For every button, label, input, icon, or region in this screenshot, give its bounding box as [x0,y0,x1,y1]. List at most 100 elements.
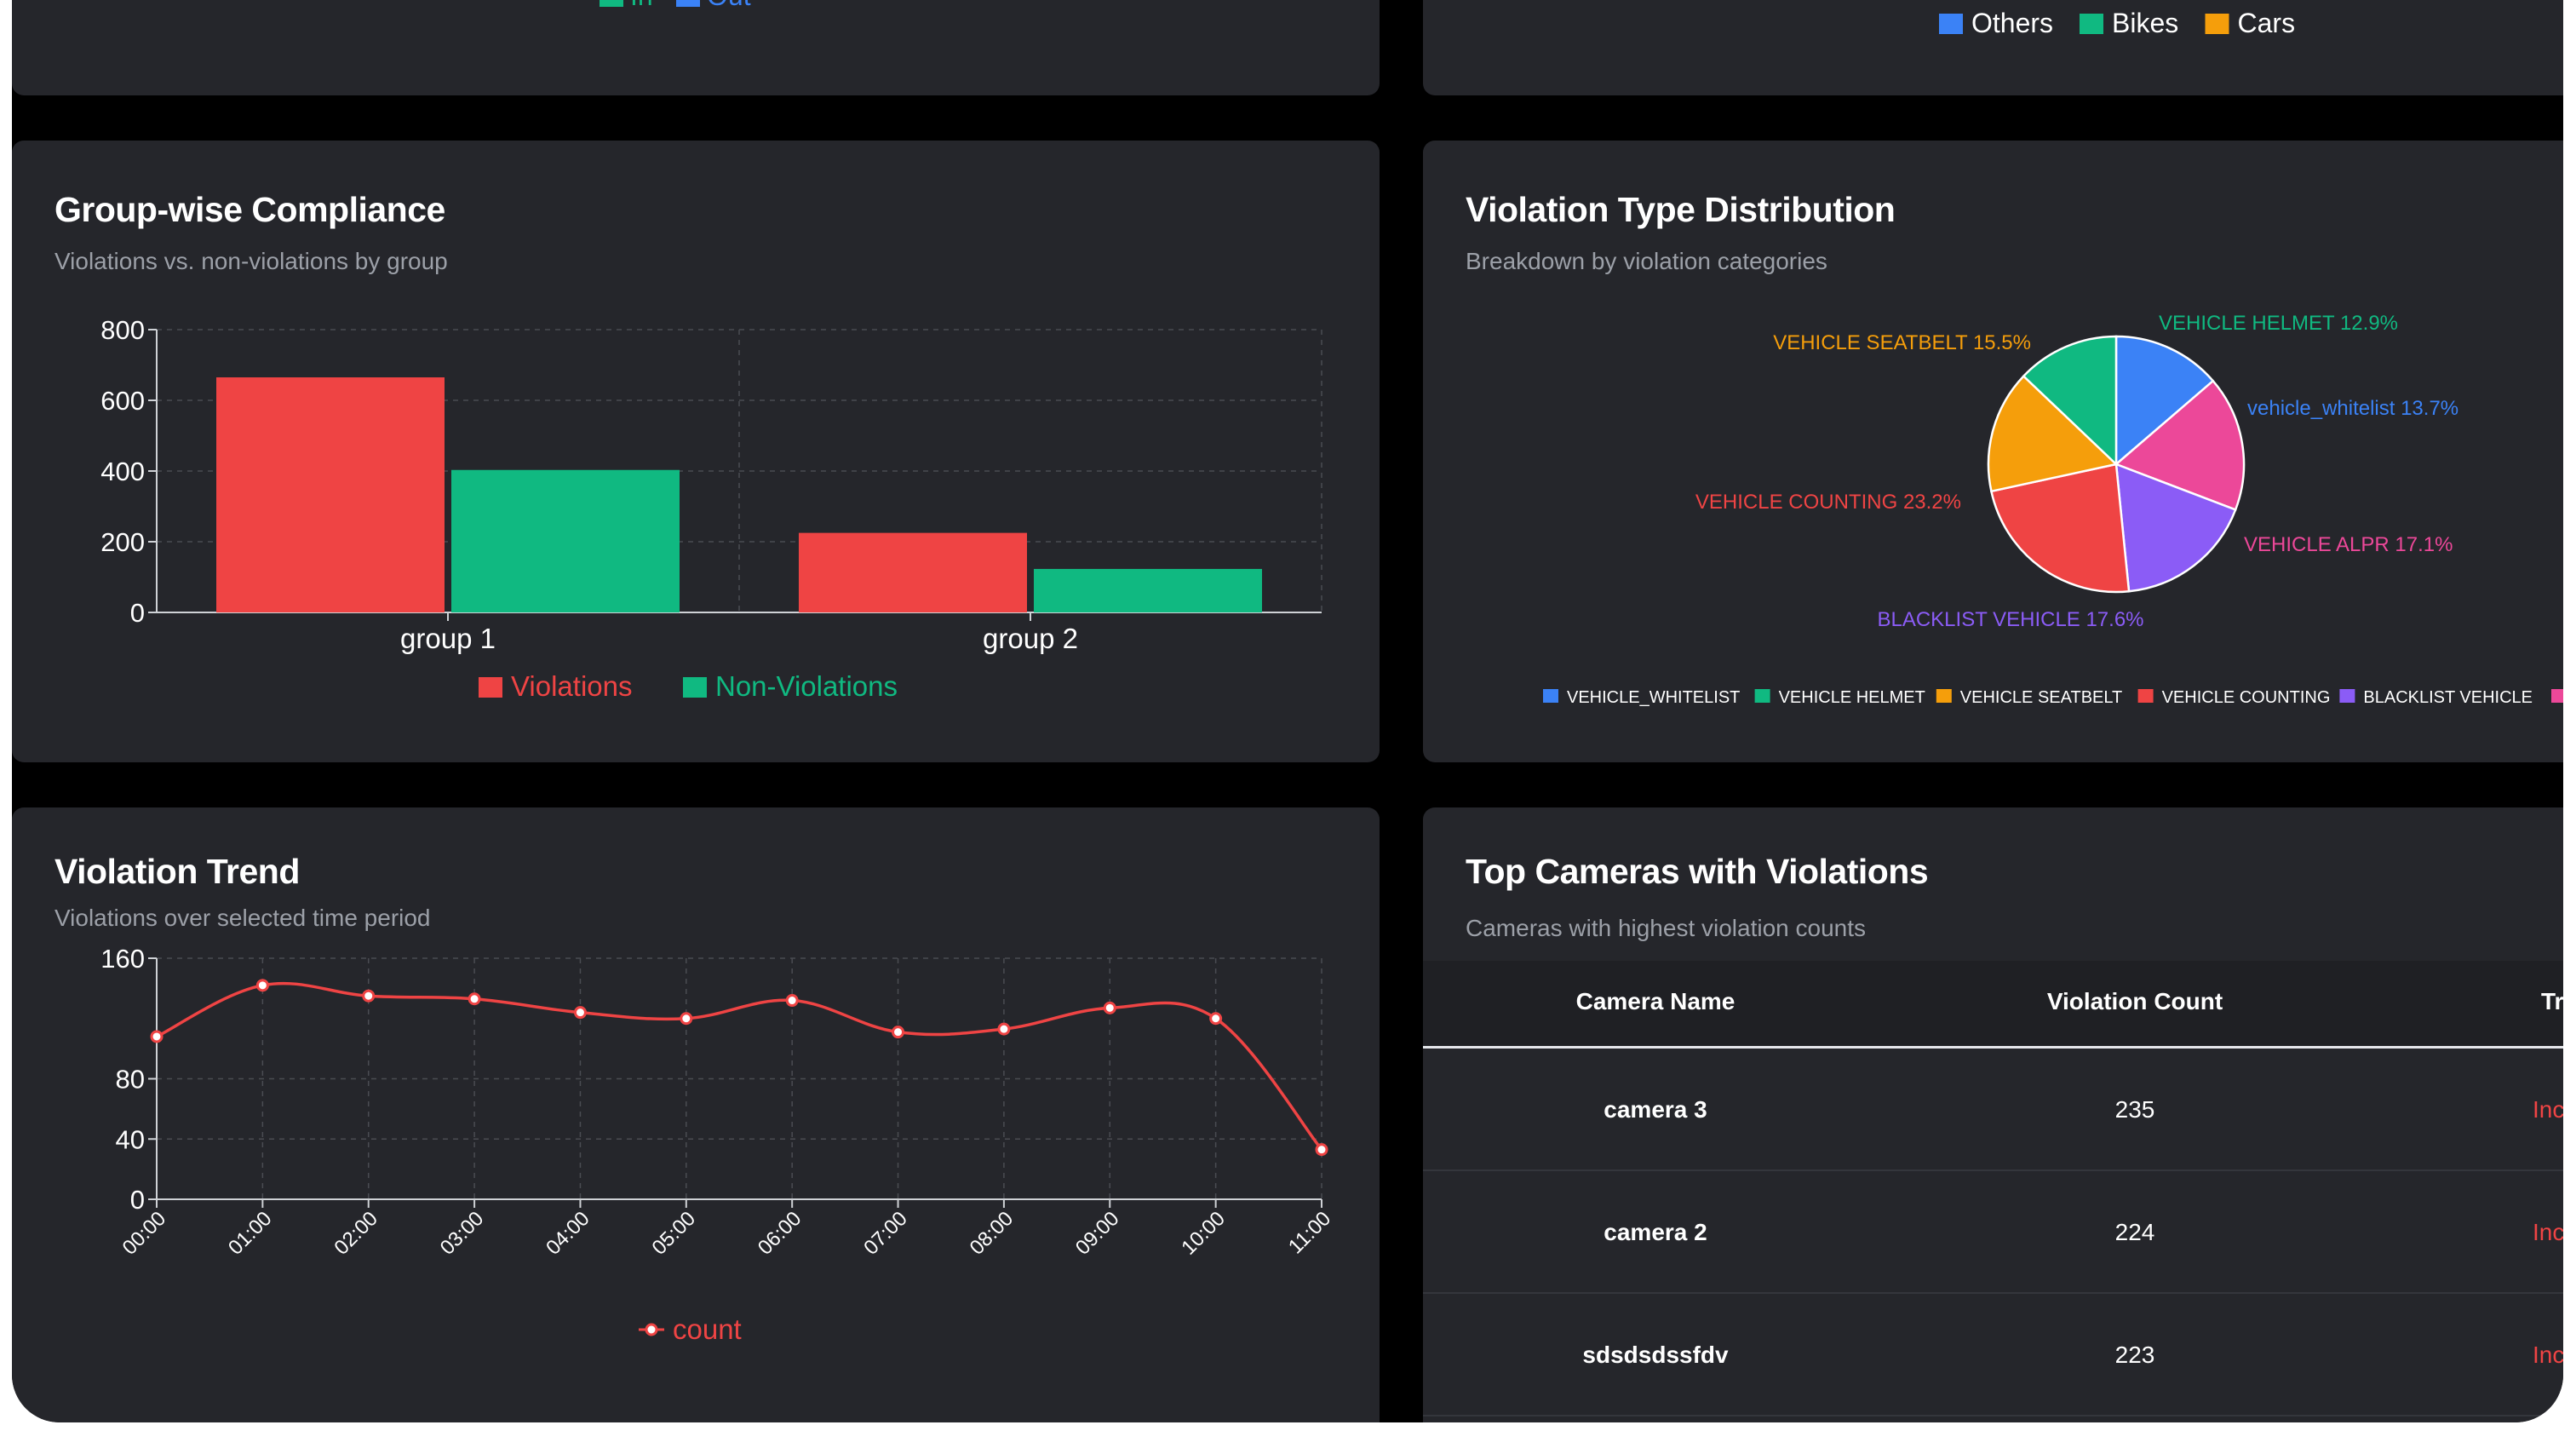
legend-swatch [1936,689,1952,703]
card-subtitle: Cameras with highest violation counts [1466,915,1867,941]
legend-swatch [683,677,707,698]
x-tick-label: 01:00 [224,1207,277,1260]
x-tick-label: 03:00 [436,1207,489,1260]
card-subtitle: Violations over selected time period [55,905,431,931]
data-point [785,994,799,1008]
bar-violations [216,377,445,612]
bar-non-violations [1034,568,1262,612]
data-point [997,1022,1011,1036]
data-point [468,992,481,1006]
camera-name-cell: camera 3 [1604,1096,1707,1123]
card-title: Group-wise Compliance [55,190,445,229]
y-tick-label: 400 [100,457,145,486]
y-tick-label: 0 [130,1185,145,1215]
violation-trend-chart: 0 40 80 160 00:00 01:00 02:00 03:00 04:00 05:00 06… [100,944,1335,1345]
pie-slice [1989,463,2131,594]
group-compliance-chart: 0 200 400 600 800 group 1 group 2 Violations Non… [100,315,1322,702]
legend-swatch [600,0,623,7]
data-point [1209,1012,1223,1026]
legend-swatch [1543,689,1558,703]
pie-slice [2114,463,2237,593]
x-tick-label: 09:00 [1071,1207,1124,1260]
data-point [573,1006,587,1020]
slice-label: BLACKLIST VEHICLE 17.6% [1877,608,2143,631]
x-tick-label: 06:00 [754,1207,806,1260]
column-header-camera-name[interactable]: Camera Name [1575,988,1736,1014]
row-divider [1423,1292,2563,1294]
top-cameras-card: Top Cameras with Violations Cameras with… [1423,807,2563,1422]
y-tick-label: 160 [100,944,145,974]
table-header-divider [1423,1046,2563,1049]
trend-cell: Incre [2533,1096,2563,1123]
x-tick-label: 11:00 [1284,1207,1335,1258]
card-title: Violation Type Distribution [1466,190,1896,229]
violation-count-cell: 223 [2114,1342,2155,1368]
y-tick-label: 800 [100,315,145,345]
legend-label: Bikes [2112,8,2178,38]
slice-label: VEHICLE ALPR 17.1% [2244,533,2453,556]
x-tick-label: 04:00 [542,1207,594,1260]
card-subtitle: Breakdown by violation categories [1466,248,1827,274]
series-line-count [156,981,1323,1151]
legend-label: Non-Violations [715,670,898,702]
pie-slice [1987,374,2119,493]
data-point [362,989,376,1003]
legend-label: count [673,1313,742,1345]
table-row[interactable]: camera 3 235 Incre [1423,1049,2563,1169]
legend-swatch [1939,14,1963,34]
legend-label: Violations [511,670,633,702]
row-divider [1423,1169,2563,1171]
column-header-trend[interactable]: Tr [2541,988,2563,1014]
legend-swatch [2339,689,2355,703]
legend-label: VEHICLE SEATBELT [1960,688,2122,707]
table-row[interactable]: sdsdsdssfdv 223 Incre [1423,1294,2563,1415]
violation-trend-card: Violation Trend Violations over selected… [12,807,1380,1422]
slice-label: VEHICLE HELMET 12.9% [2159,312,2398,335]
legend-swatch [2551,689,2563,703]
pie-slice [2114,335,2215,467]
x-tick-label: 10:00 [1177,1207,1230,1260]
x-tick-label: group 1 [400,623,496,654]
legend-swatch [676,0,700,7]
x-tick-label: group 2 [983,623,1078,654]
group-compliance-card: Group-wise Compliance Violations vs. non… [12,141,1380,762]
legend-swatch [2137,689,2154,703]
violation-type-pie: vehicle_whitelist 13.7% VEHICLE ALPR 17.1… [1543,312,2563,707]
data-point [150,1030,164,1043]
trend-cell: Incre [2533,1342,2563,1368]
column-header-violation-count[interactable]: Violation Count [2046,988,2223,1014]
x-tick-label: 02:00 [330,1207,382,1260]
camera-name-cell: camera 2 [1604,1219,1707,1245]
x-tick-label: 08:00 [966,1207,1018,1260]
violation-count-cell: 235 [2114,1096,2155,1123]
violation-count-cell: 224 [2114,1219,2155,1245]
row-divider [1423,1415,2563,1416]
data-point [1103,1001,1116,1014]
card-title: Violation Trend [55,852,300,891]
pie-slice [2022,335,2118,467]
slice-label: VEHICLE SEATBELT 15.5% [1773,331,2031,354]
card-subtitle: Violations vs. non-violations by group [55,248,448,274]
data-point [255,979,269,992]
y-tick-label: 600 [100,386,145,416]
y-tick-label: 40 [116,1124,145,1154]
camera-name-cell: sdsdsdssfdv [1582,1342,1729,1368]
vehicle-type-card: Others Bikes Cars [1423,0,2563,95]
bar-violations [799,532,1027,612]
data-point [680,1012,693,1026]
y-tick-label: 200 [100,527,145,557]
x-tick-label: 00:00 [118,1207,171,1260]
legend-swatch [2080,14,2103,34]
legend-label: VEHICLE_WHITELIST [1567,688,1740,707]
legend-label: Cars [2238,8,2296,38]
card-title: Top Cameras with Violations [1466,852,1929,891]
table-row[interactable]: camera 2 224 Incre [1423,1171,2563,1292]
violation-type-card: Violation Type Distribution Breakdown by… [1423,141,2563,762]
legend-label: Out [707,0,751,11]
y-tick-label: 0 [130,598,145,628]
traffic-in-out-card: In Out [12,0,1380,95]
legend-swatch [2205,14,2229,34]
x-tick-label: 07:00 [859,1207,912,1260]
data-point [892,1026,905,1039]
in-out-legend: In Out [600,0,751,11]
